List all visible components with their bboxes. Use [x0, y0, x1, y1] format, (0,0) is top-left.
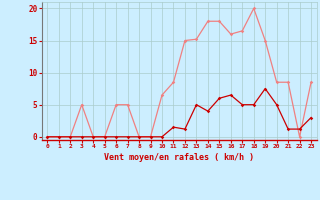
X-axis label: Vent moyen/en rafales ( km/h ): Vent moyen/en rafales ( km/h ) [104, 153, 254, 162]
